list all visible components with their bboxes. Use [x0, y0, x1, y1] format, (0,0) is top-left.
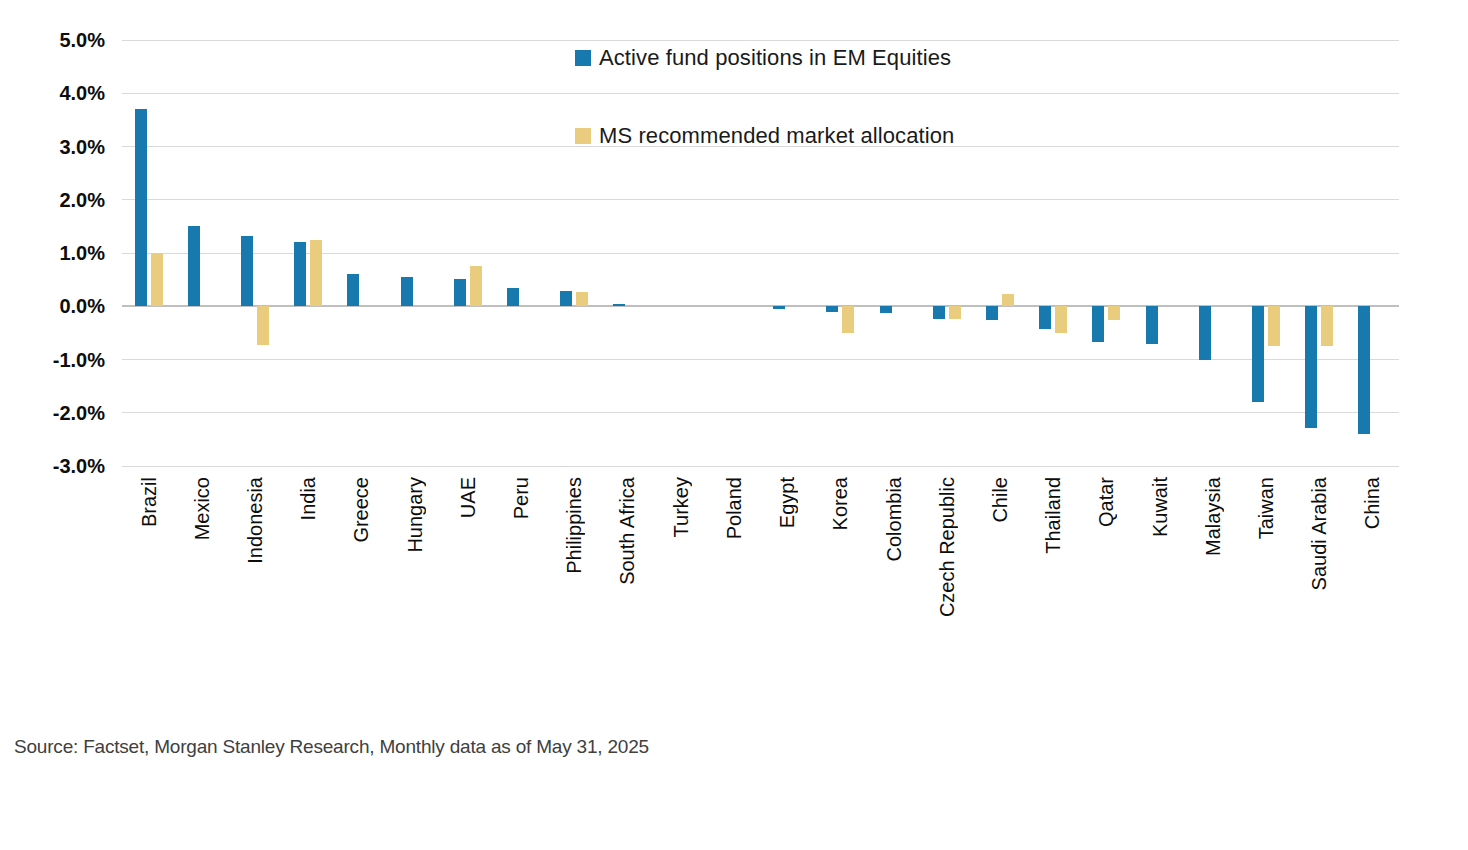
source-note: Source: Factset, Morgan Stanley Research…: [14, 736, 649, 758]
em-positioning-chart-figure: Active fund positions in EM Equities MS …: [0, 0, 1468, 850]
y-axis-tick: -1.0%: [0, 347, 105, 373]
bar-ms-allocation-chile: [1002, 294, 1014, 306]
x-axis-label-south-africa: South Africa: [615, 477, 639, 585]
bar-active-fund-taiwan: [1252, 306, 1264, 402]
x-axis-label-kuwait: Kuwait: [1148, 477, 1172, 537]
bar-active-fund-mexico: [188, 226, 200, 306]
legend-swatch-ms-allocation-icon: [575, 128, 591, 144]
bar-ms-allocation-uae: [470, 266, 482, 306]
bar-active-fund-india: [294, 242, 306, 306]
x-axis-label-colombia: Colombia: [882, 477, 906, 561]
y-axis-tick: 1.0%: [0, 240, 105, 266]
legend-label-ms-allocation: MS recommended market allocation: [599, 123, 954, 149]
bar-ms-allocation-taiwan: [1268, 306, 1280, 346]
bar-active-fund-philippines: [560, 291, 572, 306]
bar-active-fund-china: [1358, 306, 1370, 434]
gridline: [122, 466, 1399, 467]
x-axis-label-korea: Korea: [828, 477, 852, 530]
x-axis-label-hungary: Hungary: [403, 477, 427, 553]
x-axis-label-thailand: Thailand: [1041, 477, 1065, 554]
x-axis-label-india: India: [296, 477, 320, 520]
legend-swatch-active-fund-icon: [575, 50, 591, 66]
bar-active-fund-greece: [347, 274, 359, 306]
bar-ms-allocation-philippines: [576, 292, 588, 306]
bar-active-fund-hungary: [401, 277, 413, 306]
y-axis-tick: -3.0%: [0, 453, 105, 479]
bar-active-fund-qatar: [1092, 306, 1104, 342]
bar-active-fund-korea: [826, 306, 838, 311]
gridline: [122, 412, 1399, 413]
gridline: [122, 40, 1399, 41]
bar-ms-allocation-qatar: [1108, 306, 1120, 319]
x-axis-label-peru: Peru: [509, 477, 533, 519]
bar-active-fund-chile: [986, 306, 998, 319]
legend-item-active-fund: Active fund positions in EM Equities: [575, 44, 954, 72]
bar-active-fund-indonesia: [241, 236, 253, 306]
bar-active-fund-kuwait: [1146, 306, 1158, 343]
x-axis-label-uae: UAE: [456, 477, 480, 518]
x-axis-label-saudi-arabia: Saudi Arabia: [1307, 477, 1331, 590]
legend-item-ms-allocation: MS recommended market allocation: [575, 122, 954, 150]
bar-active-fund-czech-republic: [933, 306, 945, 319]
bar-active-fund-saudi-arabia: [1305, 306, 1317, 427]
bar-ms-allocation-czech-republic: [949, 306, 961, 319]
x-axis-label-qatar: Qatar: [1094, 477, 1118, 527]
x-axis-label-egypt: Egypt: [775, 477, 799, 528]
x-axis-label-mexico: Mexico: [190, 477, 214, 540]
bar-ms-allocation-brazil: [151, 253, 163, 306]
x-axis-label-china: China: [1360, 477, 1384, 529]
y-axis-tick: 5.0%: [0, 27, 105, 53]
legend-label-active-fund: Active fund positions in EM Equities: [599, 45, 951, 71]
chart-legend: Active fund positions in EM Equities MS …: [575, 44, 954, 200]
bar-ms-allocation-india: [310, 240, 322, 307]
bar-active-fund-south-africa: [613, 304, 625, 307]
y-axis: 5.0%4.0%3.0%2.0%1.0%0.0%-1.0%-2.0%-3.0%: [0, 40, 105, 466]
x-axis-label-poland: Poland: [722, 477, 746, 539]
x-axis-label-chile: Chile: [988, 477, 1012, 523]
x-axis-label-brazil: Brazil: [137, 477, 161, 527]
y-axis-tick: 0.0%: [0, 293, 105, 319]
bar-active-fund-malaysia: [1199, 306, 1211, 359]
bar-active-fund-egypt: [773, 306, 785, 309]
x-axis-label-greece: Greece: [349, 477, 373, 543]
bar-ms-allocation-thailand: [1055, 306, 1067, 333]
bar-active-fund-thailand: [1039, 306, 1051, 328]
x-axis-label-czech-republic: Czech Republic: [935, 477, 959, 617]
bar-ms-allocation-saudi-arabia: [1321, 306, 1333, 345]
bar-active-fund-colombia: [880, 306, 892, 313]
y-axis-tick: 3.0%: [0, 134, 105, 160]
y-axis-tick: -2.0%: [0, 400, 105, 426]
bar-ms-allocation-korea: [842, 306, 854, 333]
y-axis-tick: 2.0%: [0, 187, 105, 213]
y-axis-tick: 4.0%: [0, 80, 105, 106]
x-axis-label-indonesia: Indonesia: [243, 477, 267, 564]
x-axis-label-turkey: Turkey: [669, 477, 693, 537]
bar-active-fund-brazil: [135, 109, 147, 306]
x-axis-label-philippines: Philippines: [562, 477, 586, 574]
x-axis-label-taiwan: Taiwan: [1254, 477, 1278, 539]
bar-active-fund-peru: [507, 288, 519, 307]
bar-ms-allocation-indonesia: [257, 306, 269, 345]
x-axis-label-malaysia: Malaysia: [1201, 477, 1225, 556]
bar-active-fund-uae: [454, 279, 466, 307]
x-axis: Brazil Mexico Indonesia India Greece Hungary U…: [122, 477, 1399, 677]
